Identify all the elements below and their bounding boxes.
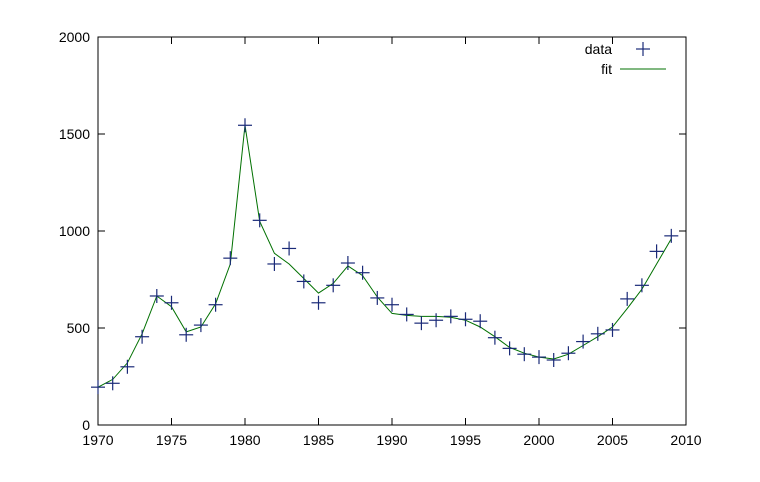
- x-tick-label: 1985: [303, 432, 334, 448]
- y-tick-label: 1500: [59, 126, 90, 142]
- data-point: [179, 327, 194, 342]
- x-tick-label: 1970: [82, 432, 113, 448]
- x-tick-label: 1990: [376, 432, 407, 448]
- data-point: [105, 376, 120, 391]
- y-tick-label: 500: [67, 320, 91, 336]
- data-point: [120, 359, 135, 374]
- data-point: [620, 291, 635, 306]
- x-axis: 1970 1975 1980 1985 1990 1995 2000 2005 2010: [82, 37, 702, 448]
- legend-label-data: data: [585, 41, 612, 57]
- data-point: [135, 329, 150, 344]
- plot-area: [97, 36, 687, 426]
- y-axis: 0 500 1000 1500 2000: [59, 29, 686, 433]
- data-point: [399, 307, 414, 322]
- legend-plus-marker: [636, 42, 650, 56]
- data-point: [282, 241, 297, 256]
- data-point: [91, 380, 105, 395]
- y-tick-label: 1000: [59, 223, 90, 239]
- x-tick-label: 2010: [670, 432, 701, 448]
- data-point: [429, 313, 444, 328]
- data-point: [458, 312, 473, 327]
- data-point: [311, 295, 326, 310]
- data-point: [208, 297, 223, 312]
- data-point: [149, 288, 164, 303]
- data-point: [502, 341, 517, 356]
- y-tick-label: 2000: [59, 29, 90, 45]
- data-point: [385, 297, 399, 312]
- fit-line: [97, 125, 672, 388]
- y-tick-label: 0: [82, 417, 90, 433]
- data-point: [664, 228, 679, 243]
- data-point: [576, 334, 591, 349]
- legend-marker-data: [636, 42, 650, 56]
- data-point: [605, 322, 620, 337]
- data-point: [443, 309, 458, 324]
- data-point: [193, 318, 208, 333]
- data-point: [355, 265, 370, 280]
- data-point: [634, 278, 649, 293]
- data-point: [370, 290, 385, 305]
- x-tick-label: 1980: [229, 432, 260, 448]
- data-point: [649, 244, 664, 259]
- x-tick-label: 1975: [156, 432, 187, 448]
- data-point: [517, 347, 532, 362]
- data-point: [238, 118, 252, 133]
- legend-label-fit: fit: [601, 61, 612, 77]
- data-point: [473, 314, 488, 329]
- legend: data fit: [585, 41, 666, 77]
- data-point: [223, 251, 238, 266]
- data-point: [487, 330, 502, 345]
- data-point: [590, 326, 605, 341]
- data-point: [546, 353, 561, 368]
- data-point: [532, 350, 546, 365]
- data-point: [561, 346, 576, 361]
- data-point: [164, 295, 179, 310]
- data-point: [326, 278, 341, 293]
- data-point: [340, 256, 355, 271]
- fit-series: [97, 125, 672, 388]
- data-point: [296, 274, 311, 289]
- data-point: [252, 213, 267, 228]
- data-series: [91, 118, 679, 395]
- x-tick-label: 2005: [597, 432, 628, 448]
- data-point: [267, 256, 282, 271]
- data-point: [414, 316, 429, 331]
- x-tick-label: 1995: [450, 432, 481, 448]
- x-tick-label: 2000: [523, 432, 554, 448]
